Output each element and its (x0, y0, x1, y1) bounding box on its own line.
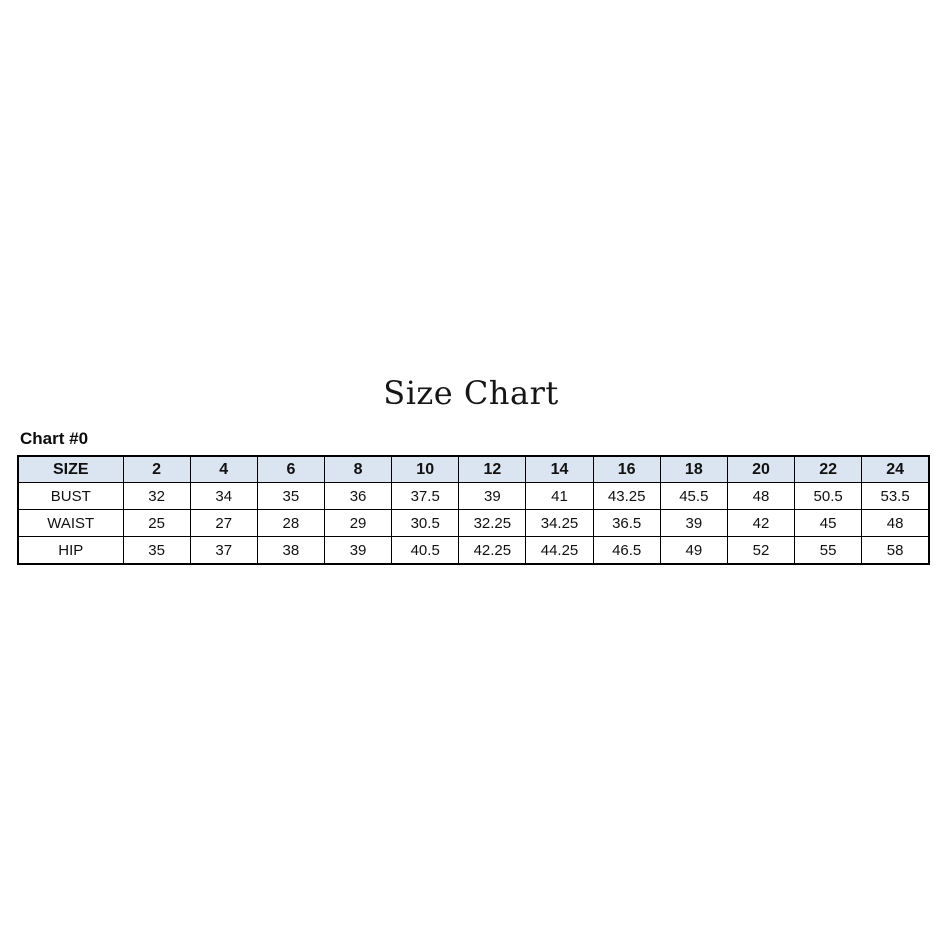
table-cell: 58 (861, 536, 930, 565)
column-header: 22 (794, 455, 863, 483)
column-header: 16 (592, 455, 661, 483)
row-label: HIP (17, 536, 124, 565)
table-cell: 38 (256, 536, 325, 565)
table-cell: 44.25 (525, 536, 594, 565)
column-header: 20 (726, 455, 796, 483)
column-header: 14 (525, 455, 594, 483)
column-header: 2 (122, 455, 191, 483)
table-cell: 25 (122, 509, 191, 537)
table-cell: 52 (726, 536, 796, 565)
column-header: 18 (659, 455, 728, 483)
row-label: WAIST (17, 509, 124, 537)
table-row-waist: WAIST 25 27 28 29 30.5 32.25 34.25 36.5 … (17, 509, 930, 537)
table-cell: 43.25 (592, 482, 661, 510)
table-cell: 34 (189, 482, 258, 510)
table-cell: 49 (659, 536, 728, 565)
page-title: Size Chart (383, 374, 559, 412)
table-cell: 29 (323, 509, 393, 537)
row-label: BUST (17, 482, 124, 510)
table-cell: 34.25 (525, 509, 594, 537)
table-cell: 36.5 (592, 509, 661, 537)
table-cell: 53.5 (861, 482, 930, 510)
column-header: 24 (861, 455, 930, 483)
table-cell: 32.25 (458, 509, 527, 537)
table-row-hip: HIP 35 37 38 39 40.5 42.25 44.25 46.5 49… (17, 536, 930, 565)
column-header: 12 (458, 455, 527, 483)
column-header: 6 (256, 455, 325, 483)
column-header: 8 (323, 455, 393, 483)
table-cell: 41 (525, 482, 594, 510)
table-cell: 45.5 (659, 482, 728, 510)
table-cell: 39 (458, 482, 527, 510)
table-cell: 39 (323, 536, 393, 565)
chart-label: Chart #0 (20, 429, 89, 448)
size-chart-table: SIZE 2 4 6 8 10 12 14 16 18 20 22 24 BUS… (17, 455, 930, 565)
table-cell: 35 (256, 482, 325, 510)
table-cell: 55 (794, 536, 863, 565)
table-cell: 42 (726, 509, 796, 537)
table-cell: 30.5 (391, 509, 460, 537)
table-cell: 27 (189, 509, 258, 537)
column-header-size: SIZE (17, 455, 124, 483)
table-cell: 46.5 (592, 536, 661, 565)
table-cell: 28 (256, 509, 325, 537)
table-cell: 39 (659, 509, 728, 537)
table-cell: 48 (861, 509, 930, 537)
table-cell: 36 (323, 482, 393, 510)
table-cell: 40.5 (391, 536, 460, 565)
table-row-bust: BUST 32 34 35 36 37.5 39 41 43.25 45.5 4… (17, 482, 930, 510)
column-header: 10 (391, 455, 460, 483)
table-cell: 32 (122, 482, 191, 510)
column-header: 4 (189, 455, 258, 483)
table-cell: 42.25 (458, 536, 527, 565)
table-cell: 35 (122, 536, 191, 565)
header-row: SIZE 2 4 6 8 10 12 14 16 18 20 22 24 (17, 455, 930, 483)
table-cell: 45 (794, 509, 863, 537)
table-cell: 48 (726, 482, 796, 510)
table-cell: 37 (189, 536, 258, 565)
table-cell: 37.5 (391, 482, 460, 510)
table-cell: 50.5 (794, 482, 863, 510)
